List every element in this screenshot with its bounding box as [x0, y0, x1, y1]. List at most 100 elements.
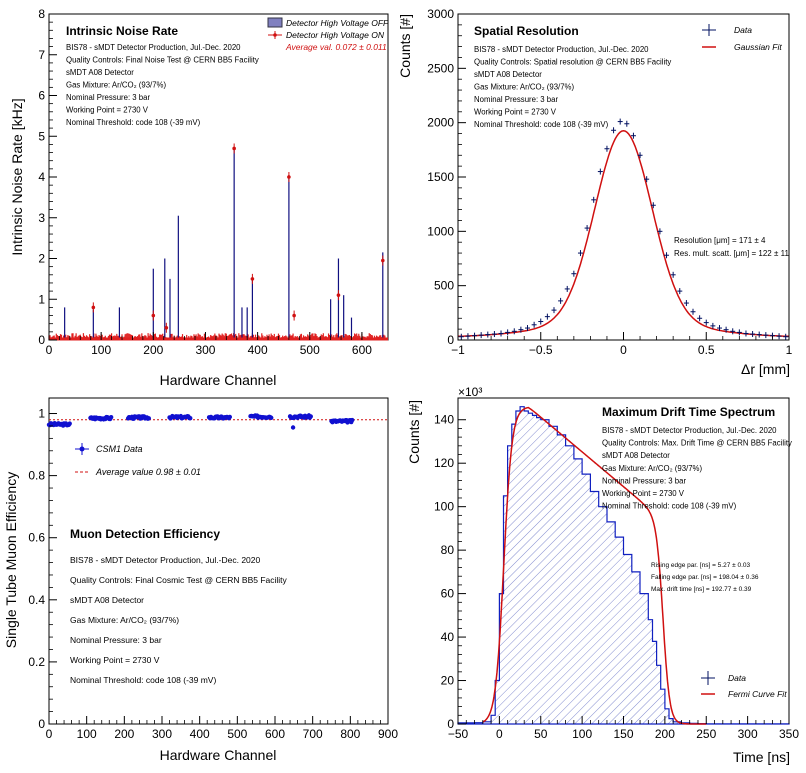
x-tick-label: −1 [451, 343, 465, 357]
info-line: BIS78 - sMDT Detector Production, Jul.-D… [70, 555, 261, 565]
info-line: BIS78 - sMDT Detector Production, Jul.-D… [602, 426, 777, 435]
info-line: Gas Mixture: Ar/CO₂ (93/7%) [602, 464, 702, 473]
efficiency-legend: CSM1 Data Average value 0.98 ± 0.01 [75, 443, 201, 477]
spatial-resolution-panel: −1 −0.5 0 0.5 1 0 500 1000 1500 2000 2500 3000 Spat… [397, 7, 793, 377]
legend-fit-label: Fermi Curve Fit [728, 689, 787, 699]
y-tick-label: 0.2 [28, 655, 45, 669]
drift-fit-param-2: Falling edge par. [ns] = 198.04 ± 0.36 [651, 574, 759, 581]
efficiency-outlier [290, 425, 296, 430]
efficiency-point [227, 414, 232, 420]
noise-point [380, 258, 385, 263]
efficiency-point [308, 414, 313, 419]
info-line: sMDT A08 Detector [474, 70, 542, 79]
y-tick-label: 2500 [427, 61, 454, 75]
x-tick-label: 0 [496, 727, 503, 741]
spatial-info: BIS78 - sMDT Detector Production, Jul.-D… [474, 45, 671, 129]
info-line: Quality Controls: Final Cosmic Test @ CE… [70, 575, 288, 585]
noise-point [336, 293, 341, 297]
y-tick-label: 500 [434, 279, 454, 293]
legend-on-label: Detector High Voltage ON [286, 30, 385, 40]
efficiency-point [146, 416, 152, 421]
info-line: Nominal Pressure: 3 bar [602, 476, 686, 485]
x-tick-label: 250 [696, 727, 716, 741]
info-line: Gas Mixture: Ar/CO₂ (93/7%) [66, 81, 166, 90]
x-tick-label: 200 [114, 727, 134, 741]
efficiency-point [188, 416, 193, 421]
y-tick-label: 120 [434, 456, 454, 470]
info-line: Nominal Pressure: 3 bar [474, 95, 558, 104]
x-tick-label: 800 [340, 727, 360, 741]
drift-info: BIS78 - sMDT Detector Production, Jul.-D… [602, 426, 792, 511]
y-tick-label: 0 [447, 717, 454, 731]
noise-rate-panel: 0 100 200 300 400 500 600 0 1 2 3 4 5 6 7 8 Intrinsic N… [9, 7, 389, 388]
info-line: Working Point = 2730 V [602, 489, 685, 498]
x-tick-label: 400 [248, 343, 268, 357]
x-tick-label: 300 [152, 727, 172, 741]
x-tick-label: 600 [265, 727, 285, 741]
y-tick-label: 2000 [427, 116, 454, 130]
info-line: sMDT A08 Detector [66, 68, 134, 77]
info-line: sMDT A08 Detector [70, 595, 144, 605]
info-line: Quality Controls: Max. Drift Time @ CERN… [602, 439, 792, 448]
info-line: Quality Controls: Final Noise Test @ CER… [66, 56, 259, 65]
info-line: Nominal Threshold: code 108 (-39 mV) [66, 118, 201, 127]
drift-time-panel: −50 0 50 100 150 200 250 300 3500204060801001201… [406, 385, 799, 765]
y-tick-label: 100 [434, 500, 454, 514]
legend-avg-label: Average val. 0.072 ± 0.011 [285, 42, 387, 52]
x-tick-label: 1 [786, 343, 793, 357]
noise-point [151, 313, 156, 318]
noise-ylabel: Intrinsic Noise Rate [kHz] [9, 98, 25, 255]
x-tick-label: 500 [227, 727, 247, 741]
drift-legend: Data Fermi Curve Fit [701, 671, 787, 699]
x-tick-label: 500 [300, 343, 320, 357]
x-tick-label: 50 [534, 727, 548, 741]
y-tick-label: 3000 [427, 7, 454, 21]
y-tick-label: 0.6 [28, 531, 45, 545]
spatial-title: Spatial Resolution [474, 24, 579, 38]
y-tick-label: 3 [38, 211, 45, 225]
x-tick-label: 0 [46, 343, 53, 357]
legend-off-swatch [267, 17, 283, 28]
y-tick-label: 1500 [427, 170, 454, 184]
y-tick-label: 0.4 [28, 593, 45, 607]
y-tick-label: 60 [441, 587, 455, 601]
y-tick-label: 1000 [427, 224, 454, 238]
y-tick-label: 0.8 [28, 469, 45, 483]
x-tick-label: −50 [448, 727, 469, 741]
efficiency-panel: 0 100 200 300 400 500 600 700 800 900 0 0.2 0.4 0.6 0.… [3, 397, 398, 763]
noise-xlabel: Hardware Channel [160, 372, 277, 388]
x-tick-label: 0 [46, 727, 53, 741]
spatial-ylabel: Counts [#] [397, 14, 413, 78]
info-line: Working Point = 2730 V [66, 106, 149, 115]
efficiency-point [350, 417, 355, 423]
y-tick-label: 7 [38, 48, 45, 62]
y-tick-label: 0 [38, 717, 45, 731]
drift-fit-param-3: Max. drift time [ns] = 192.77 ± 0.39 [651, 586, 752, 593]
legend-off-label: Detector High Voltage OFF [286, 18, 389, 28]
drift-xlabel: Time [ns] [733, 749, 790, 765]
info-line: Nominal Pressure: 3 bar [66, 93, 150, 102]
y-tick-label: 0 [38, 333, 45, 347]
y-tick-label: 20 [441, 674, 455, 688]
y-tick-label: 140 [434, 413, 454, 427]
drift-ylabel: Counts [#] [406, 400, 422, 464]
legend-data-label: Data [728, 673, 746, 683]
info-line: BIS78 - sMDT Detector Production, Jul.-D… [474, 45, 649, 54]
efficiency-ylabel: Single Tube Muon Efficiency [3, 472, 19, 648]
noise-title: Intrinsic Noise Rate [66, 24, 178, 38]
y-tick-label: 1 [38, 407, 45, 421]
info-line: Nominal Threshold: code 108 (-39 mV) [602, 502, 737, 511]
gaussian-fit-curve [458, 130, 789, 338]
noise-point [232, 146, 236, 151]
x-tick-label: 900 [378, 727, 398, 741]
noise-point [91, 305, 96, 310]
noise-point [164, 325, 169, 330]
noise-point [292, 313, 296, 318]
legend-on-marker [273, 33, 277, 37]
efficiency-point [67, 421, 72, 426]
y-tick-label: 1 [38, 292, 45, 306]
noise-point [250, 277, 255, 281]
x-tick-label: 700 [303, 727, 323, 741]
y-tick-label: 0 [447, 333, 454, 347]
